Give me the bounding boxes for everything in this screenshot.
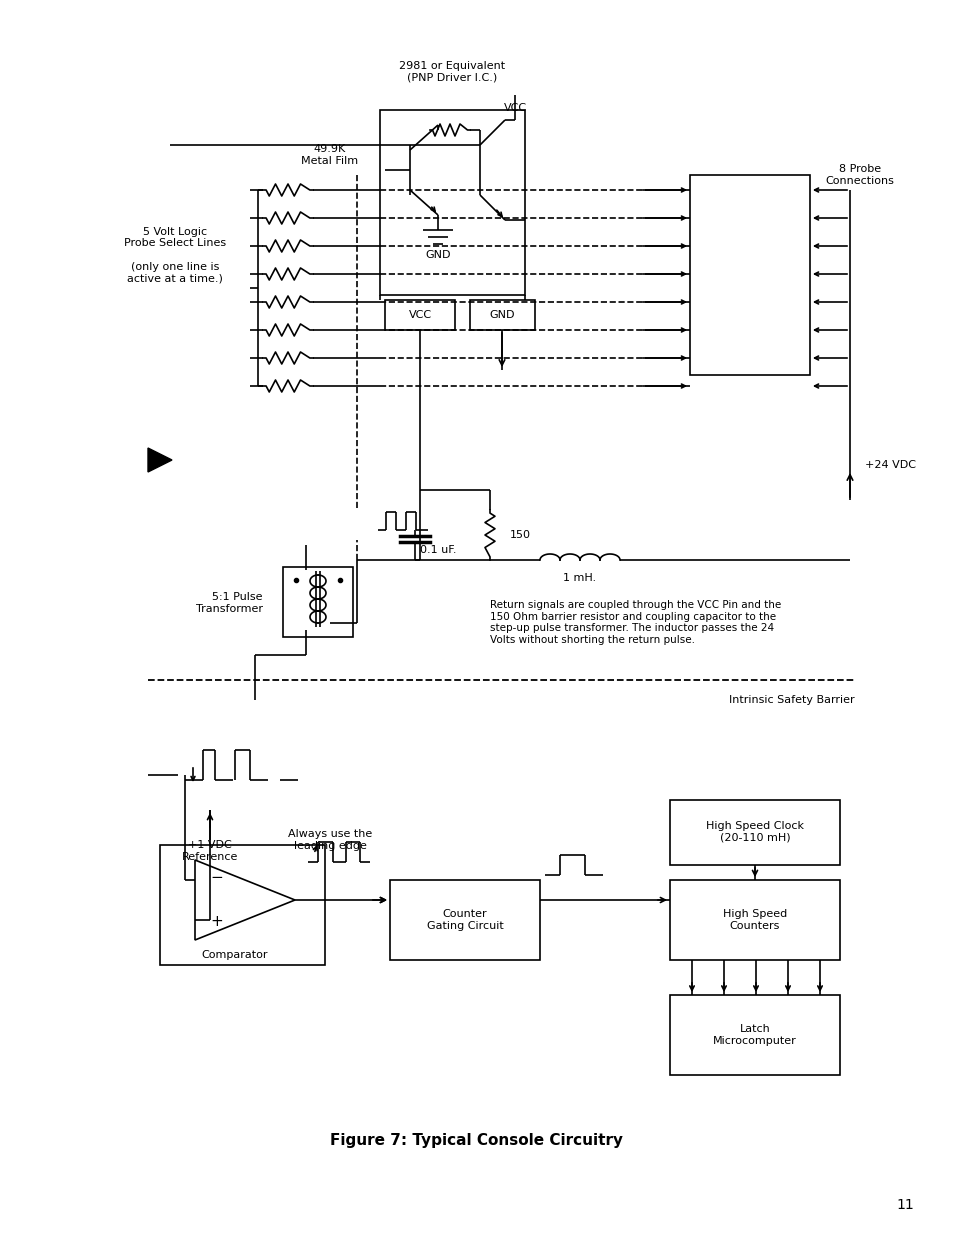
Text: +: +: [211, 914, 223, 930]
Polygon shape: [148, 448, 172, 472]
Text: Always use the
leading edge: Always use the leading edge: [288, 829, 372, 851]
Bar: [283, 567, 353, 637]
Bar: [669, 881, 840, 960]
Text: GND: GND: [489, 310, 515, 320]
Bar: [160, 845, 325, 965]
Text: 49.9K
Metal Film: 49.9K Metal Film: [301, 144, 358, 165]
Bar: [669, 995, 840, 1074]
Text: VCC: VCC: [503, 103, 526, 112]
Text: Return signals are coupled through the VCC Pin and the
150 Ohm barrier resistor : Return signals are coupled through the V…: [490, 600, 781, 645]
Text: Figure 7: Typical Console Circuitry: Figure 7: Typical Console Circuitry: [330, 1132, 623, 1147]
Text: 0.1 uF.: 0.1 uF.: [419, 545, 456, 555]
Text: −: −: [211, 871, 223, 885]
Text: High Speed
Counters: High Speed Counters: [722, 909, 786, 931]
Text: +24 VDC: +24 VDC: [864, 459, 915, 471]
Text: VCC: VCC: [408, 310, 431, 320]
Text: +1 VDC
Reference: +1 VDC Reference: [182, 840, 238, 862]
Bar: [390, 881, 539, 960]
Text: 5:1 Pulse
Transformer: 5:1 Pulse Transformer: [195, 593, 263, 614]
Text: Counter
Gating Circuit: Counter Gating Circuit: [426, 909, 503, 931]
Text: GND: GND: [425, 249, 450, 261]
Text: 5 Volt Logic
Probe Select Lines

(only one line is
active at a time.): 5 Volt Logic Probe Select Lines (only on…: [124, 227, 226, 283]
Bar: [669, 800, 840, 864]
Bar: [385, 300, 455, 330]
Bar: [689, 175, 809, 375]
Bar: [470, 300, 535, 330]
Text: 8 Probe
Connections: 8 Probe Connections: [824, 164, 894, 185]
Text: 11: 11: [895, 1198, 913, 1212]
Text: Latch
Microcomputer: Latch Microcomputer: [713, 1024, 796, 1046]
Text: 150: 150: [510, 530, 531, 540]
Bar: [379, 110, 524, 295]
Text: 1 mH.: 1 mH.: [563, 573, 596, 583]
Text: Intrinsic Safety Barrier: Intrinsic Safety Barrier: [729, 695, 854, 705]
Text: High Speed Clock
(20-110 mH): High Speed Clock (20-110 mH): [705, 821, 803, 842]
Text: Comparator: Comparator: [201, 950, 268, 960]
Text: 2981 or Equivalent
(PNP Driver I.C.): 2981 or Equivalent (PNP Driver I.C.): [398, 62, 504, 83]
